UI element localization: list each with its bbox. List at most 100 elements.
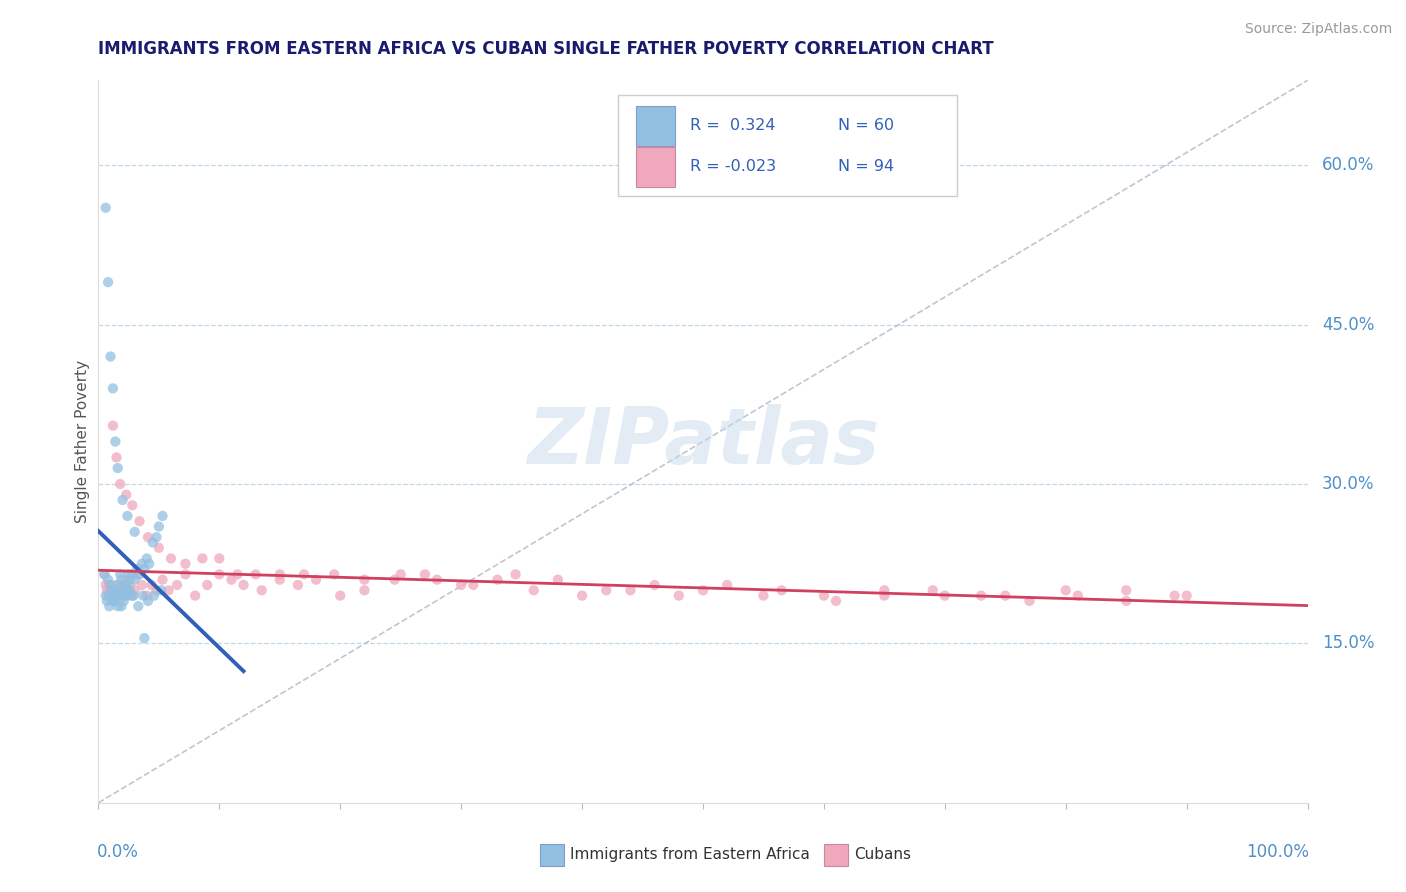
Point: [104, 583, 127, 598]
Point: [136, 530, 159, 544]
Point: [208, 567, 231, 582]
Point: [96, 594, 118, 608]
Point: [114, 589, 136, 603]
Text: R =  0.324: R = 0.324: [690, 119, 775, 133]
Point: [150, 583, 173, 598]
Point: [136, 594, 159, 608]
Point: [111, 589, 134, 603]
Point: [97, 275, 120, 289]
Point: [152, 508, 174, 523]
Point: [112, 578, 135, 592]
Point: [141, 578, 163, 592]
Point: [124, 583, 146, 598]
Point: [716, 578, 738, 592]
Point: [1175, 589, 1198, 603]
Point: [148, 541, 170, 555]
Point: [118, 578, 141, 592]
FancyBboxPatch shape: [637, 147, 675, 186]
Point: [110, 578, 132, 592]
Point: [135, 551, 157, 566]
Point: [100, 578, 122, 592]
Point: [921, 583, 943, 598]
Point: [98, 599, 121, 614]
Text: N = 60: N = 60: [838, 119, 894, 133]
Point: [668, 589, 690, 603]
Point: [571, 589, 593, 603]
Point: [208, 551, 231, 566]
Point: [110, 573, 132, 587]
Point: [221, 573, 243, 587]
Point: [547, 573, 569, 587]
Point: [97, 573, 120, 587]
Point: [101, 418, 124, 433]
Point: [166, 578, 188, 592]
Text: 30.0%: 30.0%: [1322, 475, 1375, 493]
Point: [108, 589, 131, 603]
Point: [142, 535, 165, 549]
Point: [287, 578, 309, 592]
Point: [108, 567, 131, 582]
Point: [226, 567, 249, 582]
Point: [245, 567, 267, 582]
Point: [174, 567, 197, 582]
Text: N = 94: N = 94: [838, 160, 894, 175]
Text: Immigrants from Eastern Africa: Immigrants from Eastern Africa: [569, 847, 810, 863]
Point: [127, 599, 149, 614]
Point: [148, 519, 170, 533]
Point: [108, 477, 131, 491]
Point: [426, 573, 449, 587]
Point: [269, 573, 291, 587]
Point: [120, 589, 142, 603]
Point: [121, 498, 143, 512]
Point: [127, 562, 149, 576]
Point: [232, 578, 254, 592]
Point: [100, 583, 122, 598]
Point: [101, 381, 124, 395]
Point: [94, 578, 117, 592]
Point: [250, 583, 273, 598]
Point: [111, 493, 134, 508]
Point: [131, 578, 153, 592]
Point: [93, 567, 115, 582]
Point: [100, 589, 122, 603]
Point: [145, 583, 167, 598]
Y-axis label: Single Father Poverty: Single Father Poverty: [75, 360, 90, 523]
Point: [292, 567, 315, 582]
Point: [101, 589, 124, 603]
Point: [100, 350, 122, 364]
Point: [108, 589, 131, 603]
Point: [389, 567, 412, 582]
Point: [98, 589, 121, 603]
Point: [384, 573, 406, 587]
Point: [1115, 594, 1137, 608]
Point: [813, 589, 835, 603]
Point: [1018, 594, 1040, 608]
Point: [825, 594, 848, 608]
Point: [174, 557, 197, 571]
Point: [111, 583, 134, 598]
Point: [1067, 589, 1090, 603]
Point: [353, 583, 375, 598]
Point: [97, 589, 120, 603]
Point: [1054, 583, 1077, 598]
Point: [323, 567, 346, 582]
Point: [115, 589, 138, 603]
Point: [305, 573, 328, 587]
Point: [523, 583, 546, 598]
Point: [121, 567, 143, 582]
Point: [505, 567, 527, 582]
Point: [103, 589, 125, 603]
Point: [115, 578, 138, 592]
Point: [450, 578, 472, 592]
Point: [269, 567, 291, 582]
Point: [117, 508, 139, 523]
Point: [94, 201, 117, 215]
Point: [105, 450, 128, 465]
Point: [873, 583, 896, 598]
Point: [145, 530, 167, 544]
Point: [770, 583, 793, 598]
Point: [121, 589, 143, 603]
Text: 60.0%: 60.0%: [1322, 156, 1375, 174]
Point: [157, 583, 180, 598]
Point: [117, 583, 139, 598]
